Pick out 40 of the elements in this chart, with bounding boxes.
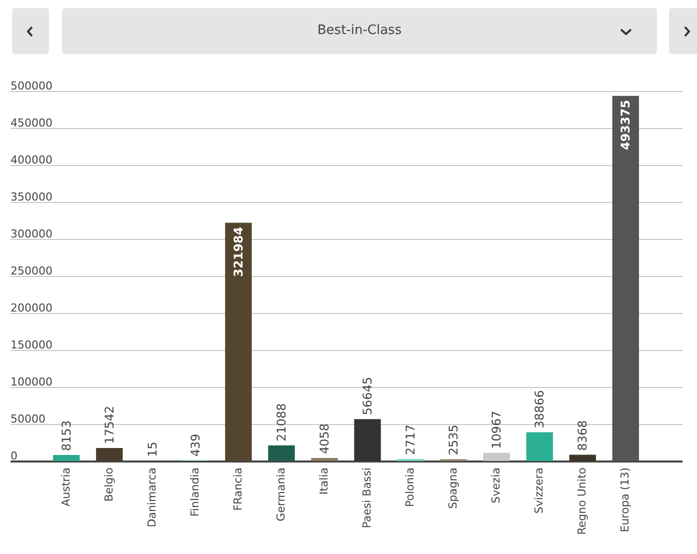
- data-label: 38866: [532, 390, 547, 428]
- x-tick-label: Svezia: [490, 468, 503, 504]
- y-tick-label: 350000: [10, 190, 52, 204]
- data-label: 17542: [102, 406, 116, 444]
- y-tick-label: 500000: [10, 80, 52, 92]
- x-tick-label: Svizzera: [532, 468, 546, 514]
- data-label: 493375: [618, 100, 633, 150]
- y-tick-label: 400000: [10, 154, 52, 166]
- data-label: 56645: [360, 376, 375, 416]
- data-label: 10967: [490, 410, 504, 449]
- x-tick-label: Finlandia: [188, 468, 202, 517]
- x-tick-label: Regno Unito: [576, 467, 589, 535]
- data-label: 8368: [576, 420, 590, 451]
- x-tick-label: Polonia: [404, 468, 417, 508]
- y-tick-label: 300000: [10, 228, 52, 240]
- y-tick-label: 100000: [10, 376, 52, 388]
- data-label: 8153: [59, 420, 74, 451]
- y-tick-label: 50000: [10, 412, 46, 426]
- x-tick-label: Europa (13): [618, 468, 632, 532]
- x-tick-label: Belgio: [102, 467, 116, 502]
- x-tick-label: Paesi Bassi: [360, 468, 374, 528]
- data-label: 2717: [404, 424, 418, 455]
- x-tick-label: Italia: [317, 468, 330, 495]
- data-label: 439: [188, 434, 202, 457]
- y-tick-label: 250000: [10, 264, 52, 278]
- chart-title: Best-in-Class: [316, 23, 403, 38]
- data-label: 4058: [317, 423, 332, 454]
- y-tick-label: 150000: [10, 338, 52, 352]
- x-tick-label: Austria: [59, 468, 72, 506]
- y-tick-label: 200000: [10, 302, 52, 314]
- x-tick-label: Spagna: [446, 468, 460, 509]
- x-tick-label: FRancia: [231, 468, 244, 511]
- y-tick-label: 0: [10, 450, 18, 462]
- y-tick-label: 450000: [10, 116, 52, 130]
- data-label: 2535: [446, 424, 461, 456]
- x-tick-label: Danimarca: [145, 468, 158, 528]
- data-label: 321984: [231, 226, 246, 277]
- data-label: 21088: [274, 403, 288, 442]
- data-label: 15: [145, 442, 160, 457]
- x-tick-label: Germania: [274, 468, 288, 522]
